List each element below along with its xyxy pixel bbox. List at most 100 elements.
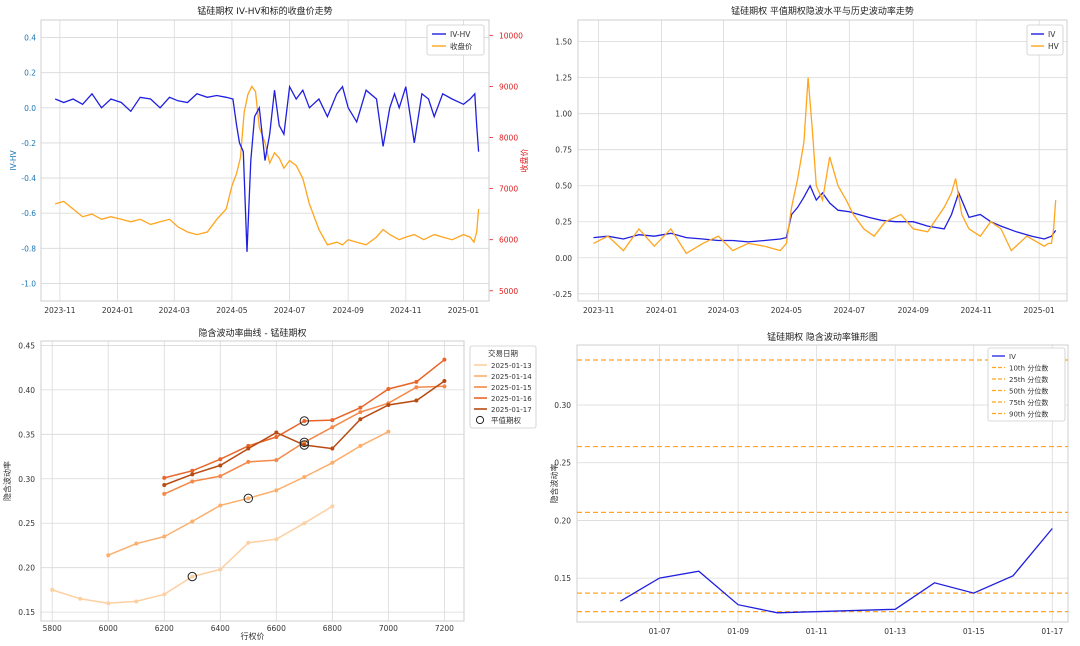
series-iv-hv-line	[54, 84, 480, 252]
data-point	[386, 387, 391, 391]
chart-title: 隐含波动率曲线 - 锰硅期权	[199, 327, 307, 339]
y-axis-label: IV-HV	[9, 149, 18, 170]
x-tick-label: 2024-05	[771, 306, 803, 315]
data-point	[442, 384, 447, 389]
data-point	[190, 472, 195, 477]
x-tick-label: 6600	[267, 624, 286, 633]
y2-axis-label: 收盘价	[519, 149, 529, 173]
data-point	[50, 587, 55, 592]
x-tick-label: 2024-07	[834, 306, 866, 315]
x-tick-label: 7200	[435, 624, 454, 633]
y-tick-label: 0.20	[18, 564, 35, 573]
y2-tick-label: 8000	[499, 134, 518, 143]
y-tick-label: 0.25	[18, 519, 35, 528]
plot-frame	[40, 19, 490, 302]
data-point	[218, 457, 223, 462]
x-tick-label: 6000	[99, 624, 118, 633]
y-tick-label: 0.4	[24, 34, 36, 43]
data-point	[162, 534, 167, 539]
legend-label: 收盘价	[450, 41, 473, 51]
chart-atm-iv-hv: -0.25 0.00 0.25 0.50 0.75 1.00 1.25 1.50 2023-11…	[553, 5, 1068, 315]
y-tick-label: -0.25	[553, 290, 573, 299]
data-point	[106, 601, 111, 606]
series-2025-01-16-line	[164, 359, 445, 479]
x-tick-label: 2024-03	[708, 306, 740, 315]
data-point	[386, 429, 391, 434]
y-tick-label: 0.40	[18, 386, 35, 395]
series-hv-line	[593, 77, 1057, 255]
x-tick-label: 5800	[43, 624, 62, 633]
legend-label: IV	[1048, 30, 1056, 39]
legend	[987, 347, 1066, 422]
data-point	[414, 385, 419, 390]
data-point	[190, 574, 195, 579]
legend-label: 2025-01-16	[491, 395, 532, 403]
y-axis-label: 隐含波动率	[2, 461, 12, 501]
data-point	[162, 475, 167, 480]
series-iv-line	[619, 528, 1053, 614]
data-point	[190, 468, 195, 473]
data-point	[302, 419, 307, 423]
y2-tick-label: 6000	[499, 236, 518, 245]
legend-label: 2025-01-17	[491, 406, 532, 414]
y-axis-label: 隐含波动率	[549, 464, 559, 504]
legend-label: 2025-01-13	[491, 362, 532, 370]
y-tick-label: 0.20	[554, 516, 571, 525]
atm-marker	[299, 440, 310, 450]
y-tick-label: 0.25	[554, 459, 571, 468]
legend-label: 50th 分位数	[1009, 387, 1048, 396]
legend-label: 2025-01-15	[491, 384, 532, 392]
y-tick-label: 0.35	[18, 430, 35, 439]
x-tick-label: 2023-11	[583, 306, 615, 315]
y-tick-label: 1.25	[555, 74, 572, 83]
x-tick-label: 6400	[211, 624, 230, 633]
data-point	[442, 379, 447, 383]
x-axis-label: 行权价	[241, 631, 265, 641]
y-tick-label: 0.75	[555, 146, 572, 155]
y-tick-label: -0.6	[21, 209, 36, 218]
x-tick-label: 2024-05	[216, 306, 248, 315]
y-tick-label: 0.15	[554, 574, 571, 583]
y-tick-label: 0.45	[18, 341, 35, 350]
data-point	[358, 443, 363, 448]
data-point	[246, 446, 251, 451]
x-tick-label: 7000	[379, 624, 398, 633]
data-point	[218, 567, 223, 572]
legend-label: 平值期权	[491, 415, 521, 425]
chart-iv-cone: 0.15 0.20 0.25 0.30 01-07 01-09 01-11 01-13 01-1…	[549, 331, 1069, 636]
legend-label: 10th 分位数	[1009, 364, 1048, 373]
data-point	[330, 460, 335, 465]
legend-atm-marker	[475, 415, 485, 425]
data-point	[190, 519, 195, 524]
plot-frame	[40, 340, 465, 622]
x-tick-label: 6800	[323, 624, 342, 633]
data-point	[442, 357, 447, 362]
legend-label: 75th 分位数	[1009, 398, 1048, 407]
data-point	[386, 403, 391, 407]
x-tick-label: 6200	[155, 624, 174, 633]
data-point	[274, 537, 279, 542]
data-point	[414, 398, 419, 403]
data-point	[246, 496, 251, 501]
y-tick-label: 0.30	[18, 475, 35, 484]
y2-tick-label: 7000	[499, 185, 518, 194]
x-tick-label: 2024-11	[390, 306, 422, 315]
x-tick-label: 01-07	[649, 627, 671, 636]
y-tick-label: 0.50	[555, 182, 572, 191]
chart-title: 锰硅期权 平值期权隐波水平与历史波动率走势	[731, 5, 914, 17]
data-point	[358, 405, 363, 410]
y-tick-label: 0.25	[555, 218, 572, 227]
data-point	[330, 425, 335, 430]
chart-iv-hv-price: -1.0 -0.8 -0.6 -0.4 -0.2 0.0 0.2 0.4 2023-11 2024…	[9, 5, 529, 315]
data-point	[134, 541, 139, 546]
data-point	[330, 418, 335, 423]
x-tick-label: 2024-03	[159, 306, 191, 315]
series-2025-01-17-line	[164, 380, 445, 486]
y2-tick-label: 10000	[499, 31, 523, 40]
legend-label: HV	[1048, 42, 1060, 51]
data-point	[162, 592, 167, 597]
atm-marker	[187, 571, 197, 582]
y-tick-label: -0.4	[21, 174, 36, 183]
data-point	[106, 553, 111, 558]
